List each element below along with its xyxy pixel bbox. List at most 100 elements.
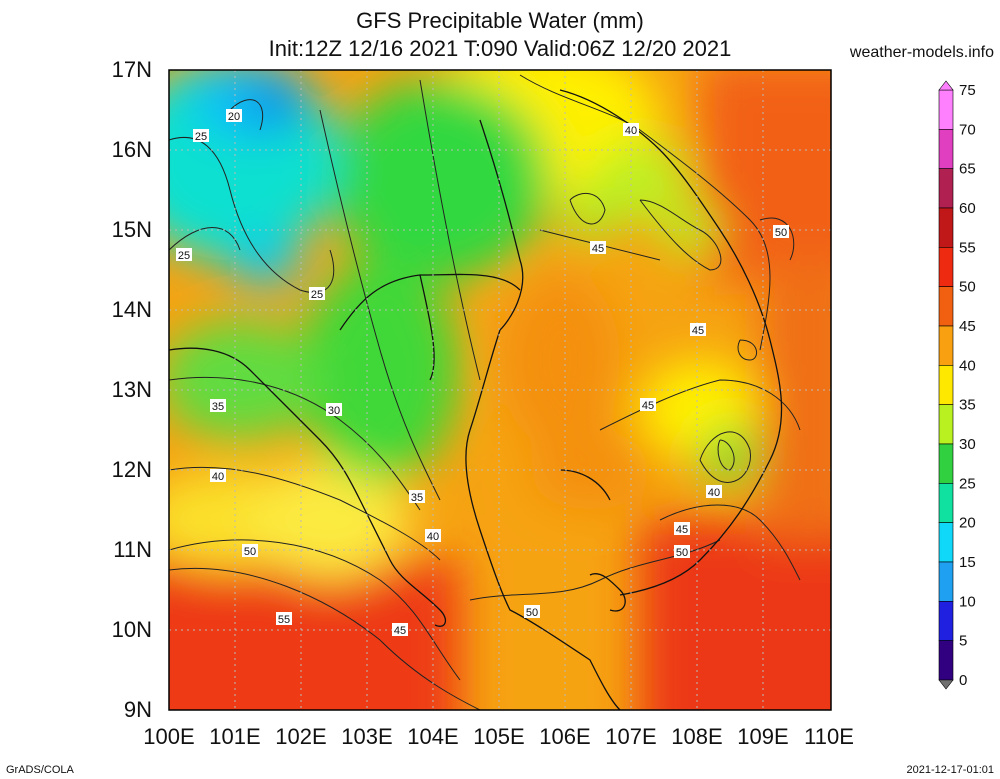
contour-label: 40 — [212, 471, 224, 483]
colorbar-swatch — [938, 601, 954, 641]
contour-label-bg — [276, 612, 292, 625]
lat-label-17n: 17N — [111, 57, 152, 82]
colorbar-swatch — [938, 247, 954, 287]
colorbar-swatch — [938, 207, 954, 248]
lat-label-14n: 14N — [111, 297, 152, 322]
contour-label-bg — [392, 623, 408, 636]
lat-lon-grid — [169, 70, 831, 710]
contour-label-bg — [226, 109, 242, 122]
contour-label: 55 — [278, 614, 290, 626]
contour-label-bg — [193, 129, 209, 142]
colorbar-swatch — [938, 286, 954, 327]
contour-label: 25 — [195, 131, 207, 143]
contour-label: 40 — [427, 531, 439, 543]
colorbar-swatch — [938, 561, 954, 602]
colorbar-swatch — [938, 404, 954, 445]
contour-label: 45 — [676, 524, 688, 536]
colorbar-swatch — [938, 365, 954, 405]
colorbar-swatch — [938, 483, 954, 523]
country-borders — [169, 89, 783, 710]
colorbar-label: 75 — [959, 82, 976, 99]
contour-label-bg — [524, 605, 540, 618]
contour-value-labels: 20 25 25 25 30 35 35 40 40 40 40 45 45 45 45 45 50 50 50 50… — [176, 109, 789, 637]
lat-label-9n: 9N — [123, 697, 152, 722]
contour-label-bg — [623, 123, 639, 136]
lon-label-100e: 100E — [143, 724, 195, 749]
contour-label-bg — [309, 287, 325, 300]
colorbar-label: 60 — [959, 200, 976, 217]
contour-label: 50 — [526, 607, 538, 619]
colorbar-label: 0 — [959, 672, 967, 689]
contour-label: 50 — [244, 546, 256, 558]
contour-label: 25 — [311, 289, 323, 301]
colorbar-top-arrow — [938, 80, 954, 91]
lon-label-103e: 103E — [341, 724, 393, 749]
contour-label-bg — [210, 399, 226, 412]
colorbar-label: 30 — [959, 436, 976, 453]
colorbar-label: 65 — [959, 161, 976, 178]
contour-label: 35 — [411, 492, 423, 504]
colorbar-label: 45 — [959, 318, 976, 335]
colorbar-label: 40 — [959, 357, 976, 374]
lat-label-13n: 13N — [111, 377, 152, 402]
contour-label: 45 — [642, 400, 654, 412]
contour-label-bg — [674, 545, 690, 558]
colorbar-label: 50 — [959, 279, 976, 296]
contour-label: 20 — [228, 111, 240, 123]
lat-label-11n: 11N — [113, 537, 152, 562]
colorbar-swatch — [938, 443, 954, 484]
footer-credit: GrADS/COLA — [6, 764, 74, 776]
contour-label: 50 — [676, 547, 688, 559]
contour-label-bg — [674, 522, 690, 535]
map-subtitle: Init:12Z 12/16 2021 T:090 Valid:06Z 12/2… — [268, 36, 732, 61]
lat-label-15n: 15N — [111, 217, 152, 242]
contour-label-bg — [773, 225, 789, 238]
contour-label: 25 — [178, 250, 190, 262]
colorbar-label: 10 — [959, 593, 976, 610]
contour-label-bg — [640, 398, 656, 411]
lon-label-107e: 107E — [605, 724, 657, 749]
colorbar-label: 55 — [959, 239, 976, 256]
lon-label-108e: 108E — [671, 724, 723, 749]
contour-label: 40 — [625, 125, 637, 137]
map-frame — [168, 69, 832, 711]
contour-label-bg — [210, 469, 226, 482]
contour-label: 35 — [212, 401, 224, 413]
contour-label: 50 — [775, 227, 787, 239]
contour-label: 45 — [394, 625, 406, 637]
contour-label-bg — [590, 241, 606, 254]
map-title: GFS Precipitable Water (mm) — [356, 8, 644, 33]
colorbar-swatch — [938, 129, 954, 169]
lon-label-102e: 102E — [275, 724, 327, 749]
lon-label-101e: 101E — [209, 724, 261, 749]
colorbar-label: 25 — [959, 475, 976, 492]
colorbar-swatch — [938, 325, 954, 366]
contour-label-bg — [409, 490, 425, 503]
lon-label-110e: 110E — [804, 724, 854, 749]
colorbar-bottom-arrow — [938, 679, 954, 690]
contour-label-bg — [326, 403, 342, 416]
contour-label: 30 — [328, 405, 340, 417]
contour-label-bg — [425, 529, 441, 542]
colorbar-label: 15 — [959, 554, 976, 571]
contour-label: 45 — [592, 243, 604, 255]
colorbar-label: 35 — [959, 397, 976, 414]
contour-label-bg — [176, 248, 192, 261]
contour-label-bg — [690, 323, 706, 336]
lat-label-16n: 16N — [111, 137, 152, 162]
colorbar-swatch — [938, 522, 954, 563]
lat-label-12n: 12N — [111, 457, 152, 482]
colorbar-label: 20 — [959, 515, 976, 532]
lon-label-106e: 106E — [539, 724, 591, 749]
contour-label: 45 — [692, 325, 704, 337]
colorbar-swatch — [938, 640, 954, 681]
colorbar-label: 70 — [959, 121, 976, 138]
colorbar-label: 5 — [959, 633, 967, 650]
contour-label: 40 — [708, 487, 720, 499]
footer-timestamp: 2021-12-17-01:01 — [906, 764, 994, 776]
colorbar-swatch — [938, 89, 954, 130]
site-label: weather-models.info — [849, 44, 994, 61]
contour-label-bg — [242, 544, 258, 557]
